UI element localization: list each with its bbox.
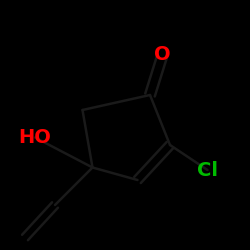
Text: Cl: Cl <box>197 160 218 180</box>
Text: HO: HO <box>18 128 52 147</box>
Text: O: O <box>154 46 171 64</box>
